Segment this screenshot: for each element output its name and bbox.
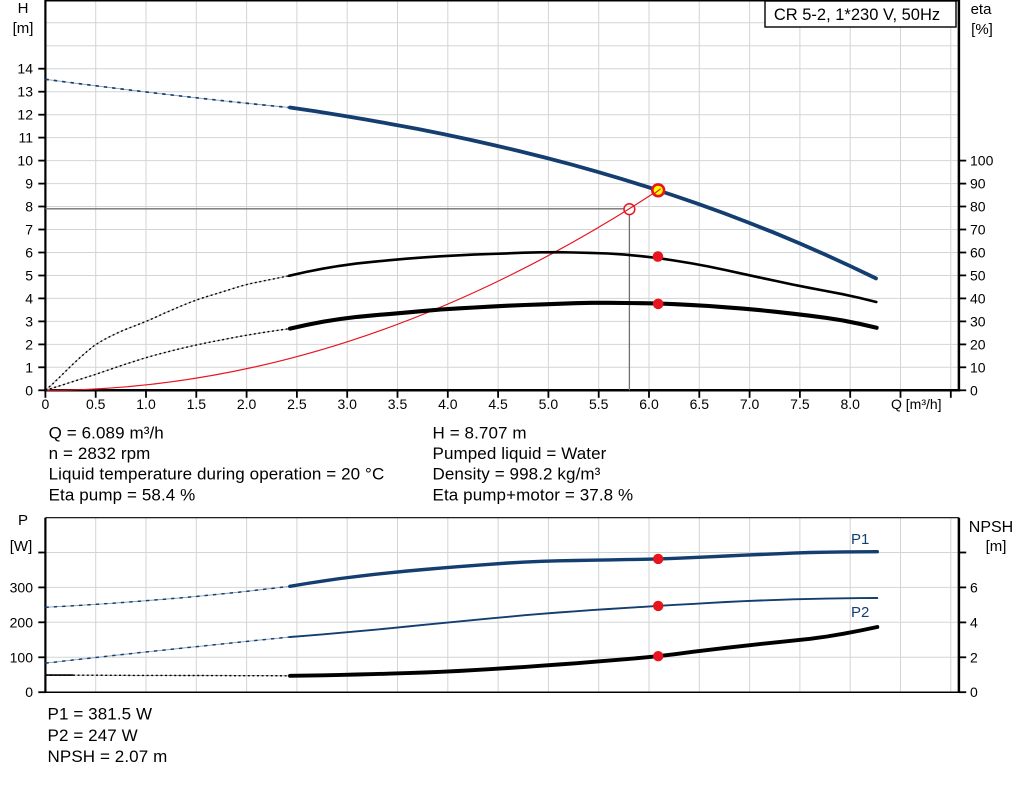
svg-text:7: 7	[25, 222, 33, 238]
svg-text:H: H	[18, 0, 29, 17]
svg-text:0: 0	[25, 382, 33, 398]
svg-text:4: 4	[25, 290, 33, 306]
svg-text:90: 90	[970, 176, 986, 192]
svg-text:n = 2832 rpm: n = 2832 rpm	[49, 444, 151, 463]
svg-text:[m]: [m]	[13, 20, 34, 37]
svg-text:2: 2	[970, 649, 978, 665]
svg-text:eta: eta	[971, 1, 993, 18]
svg-text:Q [m³/h]: Q [m³/h]	[891, 396, 942, 412]
svg-text:2: 2	[25, 336, 33, 352]
svg-text:[%]: [%]	[971, 21, 993, 38]
svg-text:20: 20	[970, 336, 986, 352]
svg-text:Density = 998.2 kg/m³: Density = 998.2 kg/m³	[433, 465, 601, 484]
svg-text:1.0: 1.0	[136, 396, 156, 412]
svg-text:4.5: 4.5	[488, 396, 508, 412]
svg-text:4.0: 4.0	[438, 396, 458, 412]
svg-text:3: 3	[25, 313, 33, 329]
svg-text:P: P	[18, 512, 28, 529]
svg-text:12: 12	[17, 107, 33, 123]
svg-text:14: 14	[17, 61, 33, 77]
svg-text:7.5: 7.5	[790, 396, 810, 412]
svg-text:80: 80	[970, 199, 986, 215]
svg-text:40: 40	[970, 290, 986, 306]
svg-text:CR 5-2, 1*230 V, 50Hz: CR 5-2, 1*230 V, 50Hz	[774, 6, 940, 24]
svg-text:8: 8	[25, 199, 33, 215]
svg-text:0: 0	[970, 382, 978, 398]
svg-text:P1: P1	[851, 531, 869, 548]
svg-text:Liquid temperature during oper: Liquid temperature during operation = 20…	[49, 465, 385, 484]
svg-text:4: 4	[970, 614, 978, 630]
svg-text:10: 10	[970, 359, 986, 375]
svg-text:0: 0	[25, 684, 33, 700]
svg-text:P2 = 247 W: P2 = 247 W	[48, 726, 138, 745]
svg-text:50: 50	[970, 267, 986, 283]
svg-text:Q = 6.089 m³/h: Q = 6.089 m³/h	[49, 424, 164, 443]
svg-text:300: 300	[10, 579, 34, 595]
svg-text:9: 9	[25, 176, 33, 192]
svg-text:0: 0	[42, 396, 50, 412]
svg-text:10: 10	[17, 153, 33, 169]
svg-text:6: 6	[25, 245, 33, 261]
svg-text:5.5: 5.5	[589, 396, 609, 412]
svg-text:Pumped liquid = Water: Pumped liquid = Water	[433, 444, 607, 463]
svg-text:6.0: 6.0	[639, 396, 659, 412]
svg-text:P2: P2	[851, 604, 869, 621]
svg-text:1.5: 1.5	[187, 396, 207, 412]
svg-text:2.0: 2.0	[237, 396, 257, 412]
svg-text:200: 200	[10, 614, 34, 630]
svg-text:5.0: 5.0	[539, 396, 559, 412]
svg-text:11: 11	[18, 130, 33, 146]
svg-text:2.5: 2.5	[287, 396, 307, 412]
svg-text:[W]: [W]	[10, 538, 33, 555]
svg-text:6: 6	[970, 579, 978, 595]
svg-text:100: 100	[10, 649, 34, 665]
svg-text:1: 1	[25, 359, 33, 375]
svg-text:3.0: 3.0	[337, 396, 357, 412]
svg-text:30: 30	[970, 313, 986, 329]
svg-text:7.0: 7.0	[740, 396, 760, 412]
svg-text:0.5: 0.5	[86, 396, 106, 412]
svg-text:Eta pump = 58.4 %: Eta pump = 58.4 %	[49, 485, 196, 504]
svg-text:P1 = 381.5 W: P1 = 381.5 W	[48, 705, 153, 724]
svg-text:3.5: 3.5	[388, 396, 408, 412]
svg-text:60: 60	[970, 245, 986, 261]
svg-text:0: 0	[970, 684, 978, 700]
svg-text:100: 100	[970, 153, 994, 169]
svg-text:8.0: 8.0	[840, 396, 860, 412]
svg-text:70: 70	[970, 222, 986, 238]
svg-text:H = 8.707 m: H = 8.707 m	[433, 424, 527, 443]
svg-text:13: 13	[17, 84, 33, 100]
svg-text:[m]: [m]	[986, 538, 1007, 555]
svg-text:6.5: 6.5	[690, 396, 710, 412]
svg-text:NPSH = 2.07 m: NPSH = 2.07 m	[48, 747, 168, 766]
svg-text:NPSH: NPSH	[969, 519, 1013, 536]
svg-text:Eta pump+motor = 37.8 %: Eta pump+motor = 37.8 %	[433, 485, 634, 504]
svg-text:5: 5	[25, 268, 33, 284]
